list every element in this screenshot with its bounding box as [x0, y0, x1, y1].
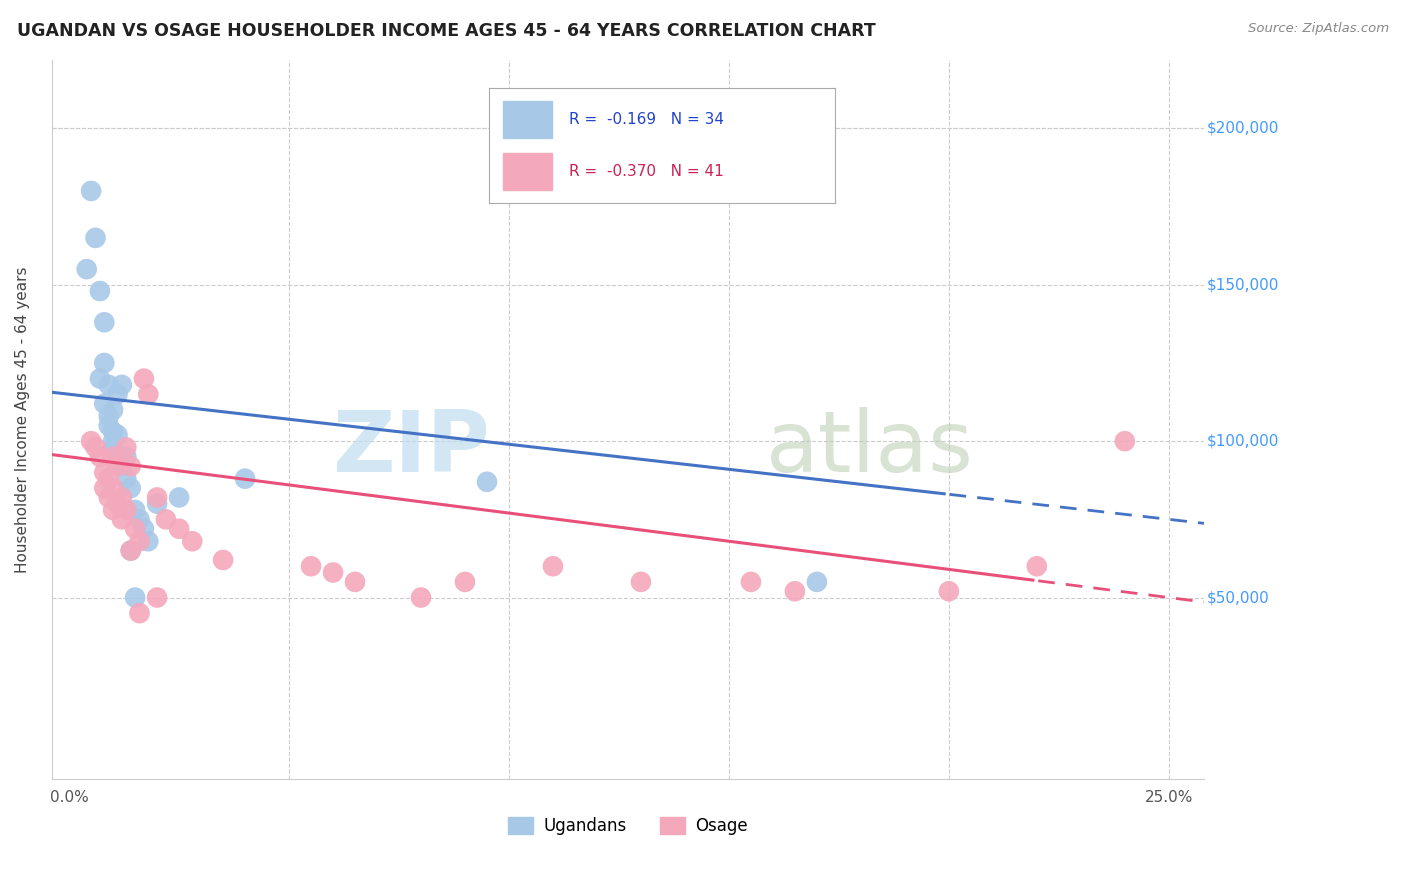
- Point: [146, 491, 169, 505]
- Point: [101, 425, 124, 439]
- Point: [93, 466, 115, 480]
- Point: [124, 591, 146, 605]
- Point: [146, 497, 169, 511]
- Point: [84, 441, 107, 455]
- Point: [630, 574, 652, 589]
- Point: [541, 559, 564, 574]
- Point: [322, 566, 344, 580]
- Text: atlas: atlas: [766, 407, 974, 490]
- Point: [101, 481, 124, 495]
- Point: [806, 574, 828, 589]
- Point: [783, 584, 806, 599]
- Point: [89, 371, 111, 385]
- Point: [111, 459, 134, 474]
- Point: [93, 356, 115, 370]
- Legend: Ugandans, Osage: Ugandans, Osage: [508, 817, 748, 835]
- Point: [146, 591, 169, 605]
- Point: [475, 475, 498, 489]
- Point: [740, 574, 762, 589]
- Point: [938, 584, 960, 599]
- Point: [167, 522, 190, 536]
- Point: [111, 377, 134, 392]
- Point: [115, 441, 138, 455]
- Point: [97, 418, 120, 433]
- Point: [107, 497, 129, 511]
- Text: $150,000: $150,000: [1206, 277, 1278, 293]
- Point: [1025, 559, 1047, 574]
- Point: [128, 534, 150, 549]
- Point: [107, 450, 129, 464]
- Point: [97, 377, 120, 392]
- Point: [128, 512, 150, 526]
- Text: $200,000: $200,000: [1206, 121, 1278, 136]
- Point: [80, 184, 103, 198]
- Point: [115, 472, 138, 486]
- Point: [115, 503, 138, 517]
- Point: [454, 574, 477, 589]
- Point: [155, 512, 177, 526]
- Point: [101, 434, 124, 449]
- Point: [111, 512, 134, 526]
- Point: [111, 491, 134, 505]
- Point: [97, 491, 120, 505]
- Point: [89, 284, 111, 298]
- Text: ZIP: ZIP: [332, 407, 489, 490]
- Point: [1114, 434, 1136, 449]
- Point: [128, 606, 150, 620]
- Point: [136, 534, 159, 549]
- Point: [107, 428, 129, 442]
- Point: [233, 472, 256, 486]
- Point: [93, 396, 115, 410]
- Point: [132, 371, 155, 385]
- Point: [101, 503, 124, 517]
- Point: [93, 481, 115, 495]
- Point: [97, 472, 120, 486]
- Point: [181, 534, 204, 549]
- Point: [132, 522, 155, 536]
- Point: [299, 559, 322, 574]
- Point: [409, 591, 432, 605]
- Point: [120, 481, 142, 495]
- Point: [97, 409, 120, 424]
- Y-axis label: Householder Income Ages 45 - 64 years: Householder Income Ages 45 - 64 years: [15, 266, 30, 573]
- Point: [89, 450, 111, 464]
- Point: [120, 543, 142, 558]
- Point: [115, 450, 138, 464]
- Point: [107, 459, 129, 474]
- Point: [344, 574, 367, 589]
- Text: UGANDAN VS OSAGE HOUSEHOLDER INCOME AGES 45 - 64 YEARS CORRELATION CHART: UGANDAN VS OSAGE HOUSEHOLDER INCOME AGES…: [17, 22, 876, 40]
- Point: [124, 503, 146, 517]
- Text: Source: ZipAtlas.com: Source: ZipAtlas.com: [1249, 22, 1389, 36]
- Point: [76, 262, 98, 277]
- Point: [80, 434, 103, 449]
- Point: [84, 231, 107, 245]
- Point: [93, 315, 115, 329]
- Point: [167, 491, 190, 505]
- Point: [120, 543, 142, 558]
- Point: [107, 387, 129, 401]
- Point: [124, 522, 146, 536]
- Text: $50,000: $50,000: [1206, 590, 1270, 605]
- Point: [101, 441, 124, 455]
- Point: [101, 450, 124, 464]
- Point: [136, 387, 159, 401]
- Point: [120, 459, 142, 474]
- Point: [101, 403, 124, 417]
- Text: $100,000: $100,000: [1206, 434, 1278, 449]
- Point: [212, 553, 235, 567]
